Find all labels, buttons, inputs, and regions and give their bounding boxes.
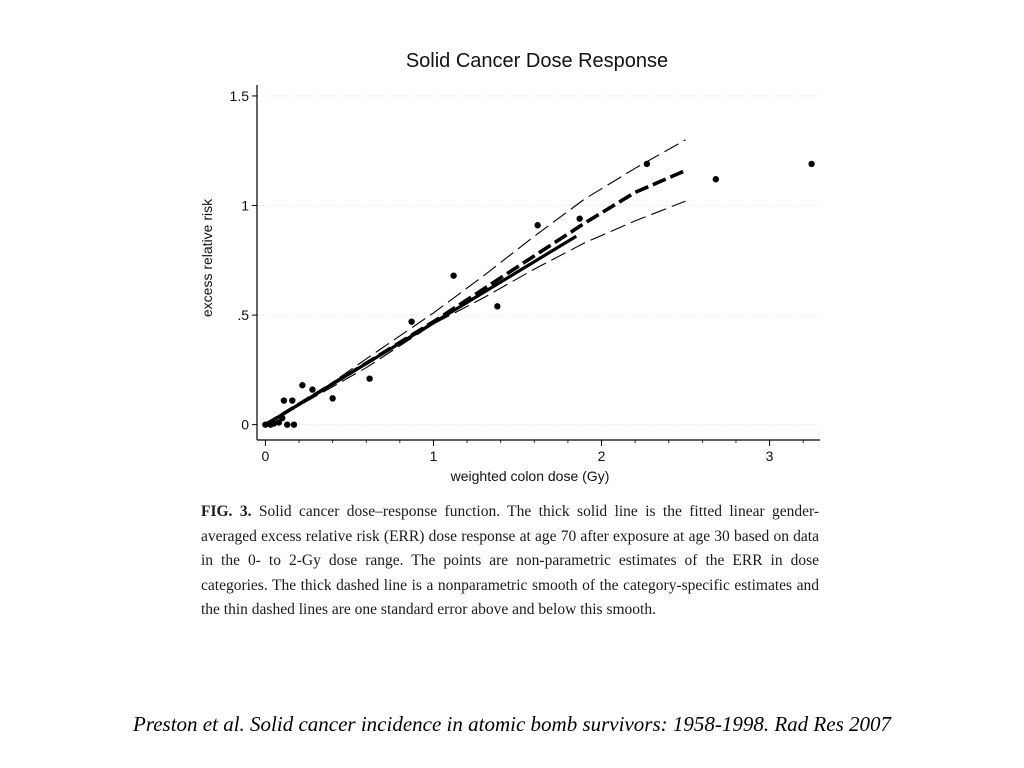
series-line-1-thick-dashed (264, 168, 687, 427)
data-point-5 (280, 397, 288, 404)
data-point-3 (275, 419, 283, 426)
data-point-8 (290, 421, 298, 428)
figure-label: FIG. 3. (201, 503, 252, 520)
dose-response-chart: Solid Cancer Dose Response 0 .5 1 1.5 0 1 2 3 w… (199, 50, 820, 484)
data-point-4 (279, 414, 286, 422)
data-point-20 (808, 160, 815, 168)
y-tick-label-1: .5 (237, 307, 249, 323)
gridlines (257, 95, 820, 426)
y-axis-label: excess relative risk (199, 198, 215, 317)
citation: Preston et al. Solid cancer incidence in… (133, 712, 891, 736)
data-point-19 (712, 176, 720, 183)
y-tick-label-0: 0 (241, 417, 249, 433)
data-point-6 (284, 421, 291, 428)
data-point-10 (309, 386, 316, 393)
data-point-14 (450, 272, 457, 279)
x-tick-label-1: 1 (430, 448, 438, 464)
y-tick-label-3: 1.5 (230, 88, 250, 104)
x-tick-label-3: 3 (766, 448, 774, 464)
data-point-15 (494, 303, 501, 310)
x-axis-label: weighted colon dose (Gy) (450, 468, 610, 484)
figure-caption: FIG. 3. Solid cancer dose–response funct… (201, 500, 819, 623)
series-line-2-thin-dashed (265, 139, 686, 426)
data-point-11 (329, 395, 336, 402)
x-tick-label-0: 0 (262, 448, 270, 464)
data-point-2 (270, 420, 278, 427)
figure-caption-text: Solid cancer dose–response function. The… (201, 503, 820, 618)
data-point-12 (366, 375, 373, 382)
data-point-9 (299, 382, 306, 389)
data-point-0 (262, 421, 269, 428)
series-line-3-thin-dashed (265, 200, 686, 426)
y-tick-label-2: 1 (241, 198, 249, 214)
data-point-16 (534, 222, 541, 229)
data-point-7 (289, 397, 296, 404)
chart-title: Solid Cancer Dose Response (406, 50, 668, 72)
axes: 0 .5 1 1.5 0 1 2 3 (230, 85, 820, 464)
data-point-17 (576, 215, 583, 222)
data-point-13 (408, 318, 415, 325)
x-tick-label-2: 2 (598, 448, 606, 464)
data-point-18 (643, 160, 651, 168)
data-series (262, 139, 815, 428)
